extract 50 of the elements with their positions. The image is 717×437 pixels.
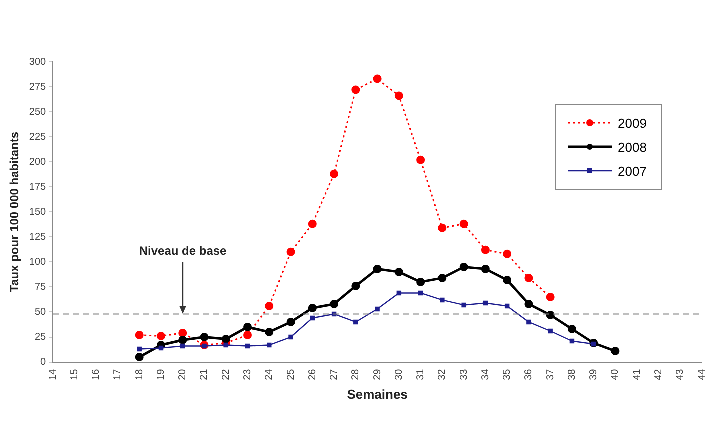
- x-tick-label: 28: [350, 368, 362, 380]
- y-tick-label: 0: [40, 357, 47, 368]
- x-tick-label: 26: [307, 368, 318, 380]
- y-tick-label: 250: [29, 106, 47, 118]
- legend-label: 2009: [618, 116, 647, 130]
- x-tick-label: 34: [480, 368, 492, 380]
- y-tick-label: 100: [29, 256, 47, 268]
- x-tick-label: 21: [199, 368, 210, 380]
- legend-label: 2007: [618, 164, 647, 178]
- x-tick-label: 29: [372, 368, 384, 380]
- x-tick-label: 44: [696, 368, 708, 380]
- y-tick-label: 125: [29, 232, 47, 243]
- x-tick-label: 35: [502, 368, 514, 380]
- x-tick-label: 31: [416, 368, 427, 380]
- y-axis-title: Taux pour 100 000 habitants: [8, 132, 22, 292]
- x-tick-label: 22: [220, 368, 232, 380]
- x-tick-label: 37: [545, 368, 556, 380]
- x-tick-label: 42: [653, 368, 664, 380]
- y-tick-label: 75: [34, 282, 47, 293]
- y-tick-label: 175: [29, 182, 47, 193]
- x-tick-label: 25: [286, 368, 297, 380]
- x-tick-label: 24: [264, 368, 276, 380]
- y-tick-label: 300: [29, 56, 47, 68]
- y-tick-label: 275: [29, 82, 47, 93]
- x-tick-label: 16: [91, 368, 102, 380]
- y-tick-label: 150: [29, 206, 47, 218]
- x-tick-label: 17: [112, 368, 124, 380]
- x-tick-label: 38: [566, 368, 578, 380]
- x-tick-label: 39: [588, 368, 600, 380]
- x-tick-label: 43: [675, 368, 686, 380]
- x-tick-label: 27: [329, 368, 340, 380]
- x-tick-label: 18: [134, 368, 146, 380]
- legend-label: 2008: [618, 140, 647, 154]
- x-tick-label: 19: [156, 368, 167, 380]
- x-tick-label: 23: [242, 368, 254, 380]
- x-tick-label: 30: [394, 368, 405, 380]
- x-tick-label: 40: [610, 368, 622, 380]
- y-tick-label: 200: [29, 156, 47, 168]
- x-tick-label: 20: [178, 368, 189, 380]
- x-tick-label: 41: [632, 368, 643, 380]
- y-tick-label: 225: [29, 132, 47, 143]
- annotation: Niveau de base: [139, 244, 227, 258]
- x-tick-label: 33: [458, 368, 470, 380]
- x-tick-label: 32: [437, 368, 448, 380]
- x-axis-title: Semaines: [347, 386, 408, 402]
- y-tick-label: 50: [34, 306, 47, 318]
- y-tick-label: 25: [34, 332, 47, 344]
- x-tick-label: 36: [524, 368, 535, 380]
- x-tick-label: 15: [69, 368, 80, 380]
- x-tick-label: 14: [48, 368, 59, 380]
